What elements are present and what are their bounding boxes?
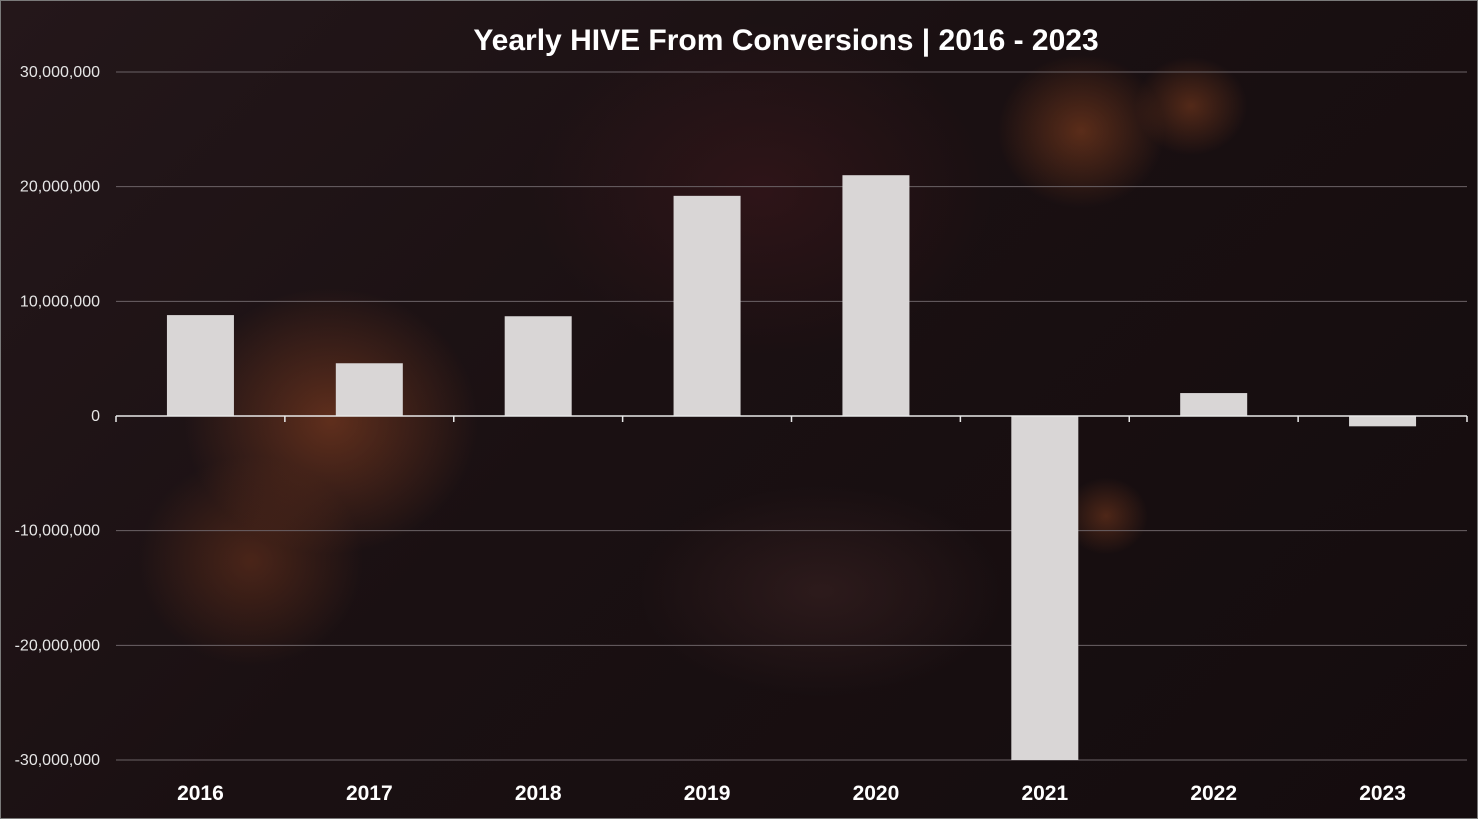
bar-2019 bbox=[673, 195, 741, 416]
y-tick-label: -30,000,000 bbox=[15, 752, 101, 769]
bar-2020 bbox=[842, 175, 910, 416]
x-tick-label: 2017 bbox=[346, 782, 393, 805]
y-axis-tick-labels: 30,000,000 20,000,000 10,000,000 0 -10,000,0… bbox=[15, 64, 101, 769]
y-tick-label: 0 bbox=[91, 408, 100, 425]
bar-2022 bbox=[1180, 393, 1248, 416]
x-tick-label: 2023 bbox=[1359, 782, 1406, 805]
x-tick-label: 2016 bbox=[177, 782, 224, 805]
y-tick-label: -10,000,000 bbox=[15, 523, 101, 540]
x-axis bbox=[115, 415, 1468, 422]
bar-2016 bbox=[166, 315, 234, 416]
bar-2021 bbox=[1011, 416, 1079, 760]
x-tick-label: 2020 bbox=[853, 782, 900, 805]
y-tick-label: -20,000,000 bbox=[15, 637, 101, 654]
x-tick-label: 2022 bbox=[1190, 782, 1237, 805]
bar-2023 bbox=[1349, 416, 1417, 427]
y-tick-label: 10,000,000 bbox=[20, 293, 100, 310]
x-tick-label: 2018 bbox=[515, 782, 562, 805]
chart-title: Yearly HIVE From Conversions | 2016 - 20… bbox=[473, 24, 1098, 57]
gridlines bbox=[116, 71, 1467, 761]
y-tick-label: 30,000,000 bbox=[20, 64, 100, 81]
x-tick-label: 2019 bbox=[684, 782, 731, 805]
bars bbox=[166, 175, 1417, 760]
bar-2017 bbox=[335, 363, 403, 416]
y-tick-label: 20,000,000 bbox=[20, 179, 100, 196]
x-tick-label: 2021 bbox=[1021, 782, 1068, 805]
bar-2018 bbox=[504, 316, 572, 416]
x-axis-tick-labels: 2016 2017 2018 2019 2020 2021 2022 2023 bbox=[177, 782, 1406, 805]
